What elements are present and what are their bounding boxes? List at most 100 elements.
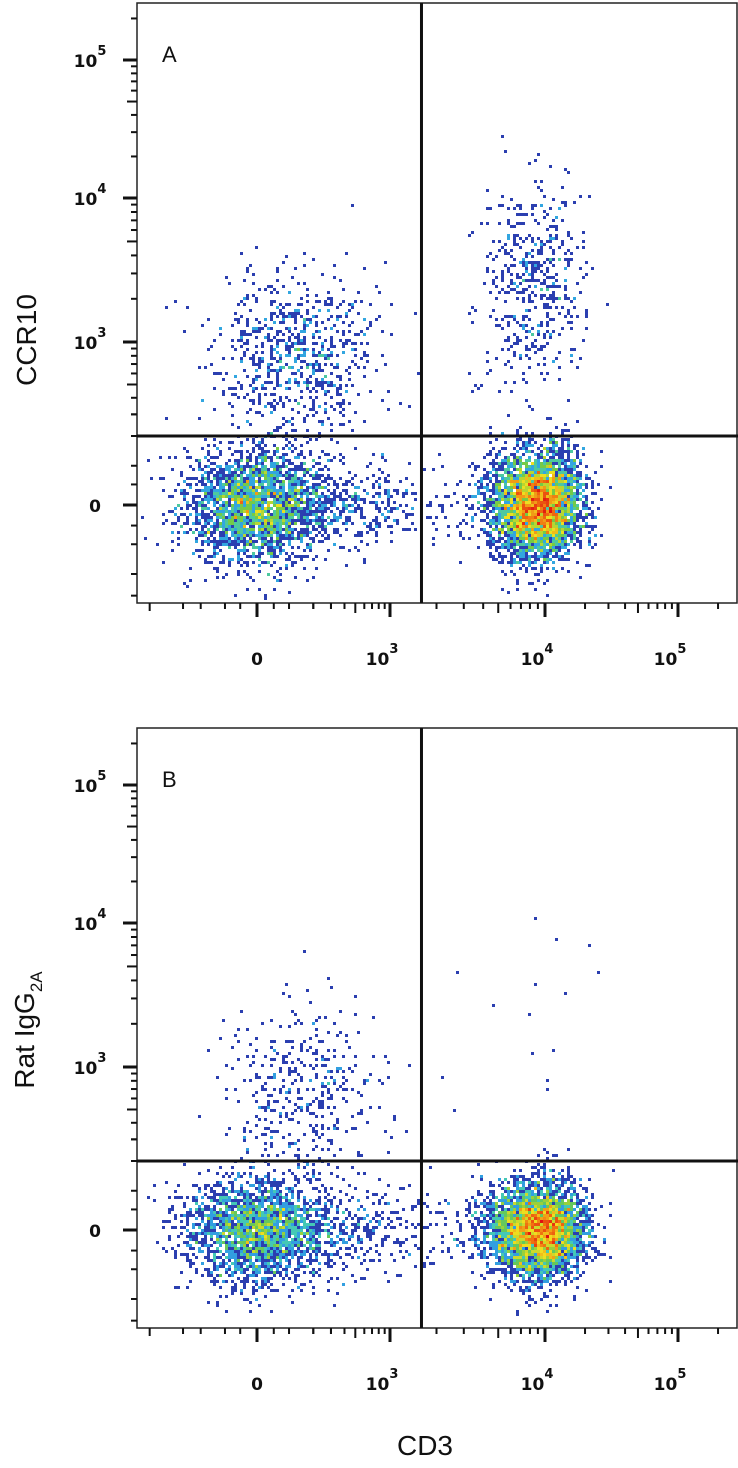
event-bin xyxy=(345,480,348,483)
event-bin xyxy=(315,528,318,531)
event-bin xyxy=(240,465,243,468)
event-bin xyxy=(174,456,177,459)
event-bin xyxy=(297,339,300,342)
event-bin xyxy=(288,1187,291,1190)
event-bin xyxy=(192,1184,195,1187)
event-bin xyxy=(513,525,516,528)
event-bin xyxy=(285,510,288,513)
event-bin xyxy=(210,495,213,498)
event-bin xyxy=(387,516,390,519)
event-bin xyxy=(267,1241,270,1244)
event-bin xyxy=(276,507,279,510)
event-bin xyxy=(372,501,375,504)
event-bin xyxy=(501,498,504,501)
event-bin xyxy=(531,249,534,252)
event-bin xyxy=(204,438,207,441)
event-bin xyxy=(225,1271,228,1274)
event-bin xyxy=(261,471,264,474)
event-bin xyxy=(249,519,252,522)
event-bin xyxy=(240,1208,243,1211)
event-bin xyxy=(555,513,558,516)
event-bin xyxy=(333,384,336,387)
event-bin xyxy=(240,387,243,390)
event-bin xyxy=(282,543,285,546)
event-bin xyxy=(303,1235,306,1238)
event-bin xyxy=(222,1187,225,1190)
event-bin xyxy=(330,1253,333,1256)
event-bin xyxy=(504,489,507,492)
event-bin xyxy=(240,510,243,513)
event-bin xyxy=(288,312,291,315)
event-bin xyxy=(264,537,267,540)
event-bin xyxy=(552,471,555,474)
event-bin xyxy=(489,252,492,255)
event-bin xyxy=(297,333,300,336)
event-bin xyxy=(312,414,315,417)
event-bin xyxy=(519,459,522,462)
event-bin xyxy=(258,1208,261,1211)
event-bin xyxy=(513,318,516,321)
event-bin xyxy=(285,522,288,525)
event-bin xyxy=(279,537,282,540)
event-bin xyxy=(237,1223,240,1226)
event-bin xyxy=(276,519,279,522)
event-bin xyxy=(288,291,291,294)
event-bin xyxy=(276,498,279,501)
event-bin xyxy=(357,1172,360,1175)
event-bin xyxy=(252,363,255,366)
event-bin xyxy=(264,1217,267,1220)
event-bin xyxy=(528,465,531,468)
event-bin xyxy=(510,531,513,534)
event-bin xyxy=(567,474,570,477)
event-bin xyxy=(279,465,282,468)
event-bin xyxy=(252,501,255,504)
event-bin xyxy=(243,297,246,300)
event-bin xyxy=(213,1208,216,1211)
event-bin xyxy=(495,462,498,465)
event-bin xyxy=(561,495,564,498)
event-bin xyxy=(549,525,552,528)
event-bin xyxy=(297,1262,300,1265)
event-bin xyxy=(510,273,513,276)
event-bin xyxy=(261,1250,264,1253)
event-bin xyxy=(189,1208,192,1211)
event-bin xyxy=(534,261,537,264)
event-bin xyxy=(372,519,375,522)
event-bin xyxy=(240,528,243,531)
event-bin xyxy=(336,507,339,510)
event-bin xyxy=(525,504,528,507)
event-bin xyxy=(531,333,534,336)
event-bin xyxy=(507,222,510,225)
event-bin xyxy=(261,1202,264,1205)
event-bin xyxy=(573,528,576,531)
event-bin xyxy=(567,549,570,552)
event-bin xyxy=(336,402,339,405)
event-bin xyxy=(330,429,333,432)
event-bin xyxy=(246,465,249,468)
event-bin xyxy=(564,279,567,282)
event-bin xyxy=(498,291,501,294)
event-bin xyxy=(282,1241,285,1244)
event-bin xyxy=(222,1262,225,1265)
event-bin xyxy=(210,525,213,528)
event-bin xyxy=(330,477,333,480)
event-bin xyxy=(573,522,576,525)
event-bin xyxy=(540,465,543,468)
event-bin xyxy=(255,1226,258,1229)
event-bin xyxy=(276,1250,279,1253)
event-bin xyxy=(264,534,267,537)
event-bin xyxy=(318,510,321,513)
event-bin xyxy=(234,1244,237,1247)
event-bin xyxy=(303,1250,306,1253)
event-bin xyxy=(324,558,327,561)
event-bin xyxy=(297,1205,300,1208)
event-bin xyxy=(207,348,210,351)
event-bin xyxy=(546,465,549,468)
event-bin xyxy=(381,471,384,474)
event-bin xyxy=(285,1220,288,1223)
event-bin xyxy=(240,540,243,543)
event-bin xyxy=(510,513,513,516)
event-bin xyxy=(555,297,558,300)
event-bin xyxy=(291,1223,294,1226)
event-bin xyxy=(291,450,294,453)
